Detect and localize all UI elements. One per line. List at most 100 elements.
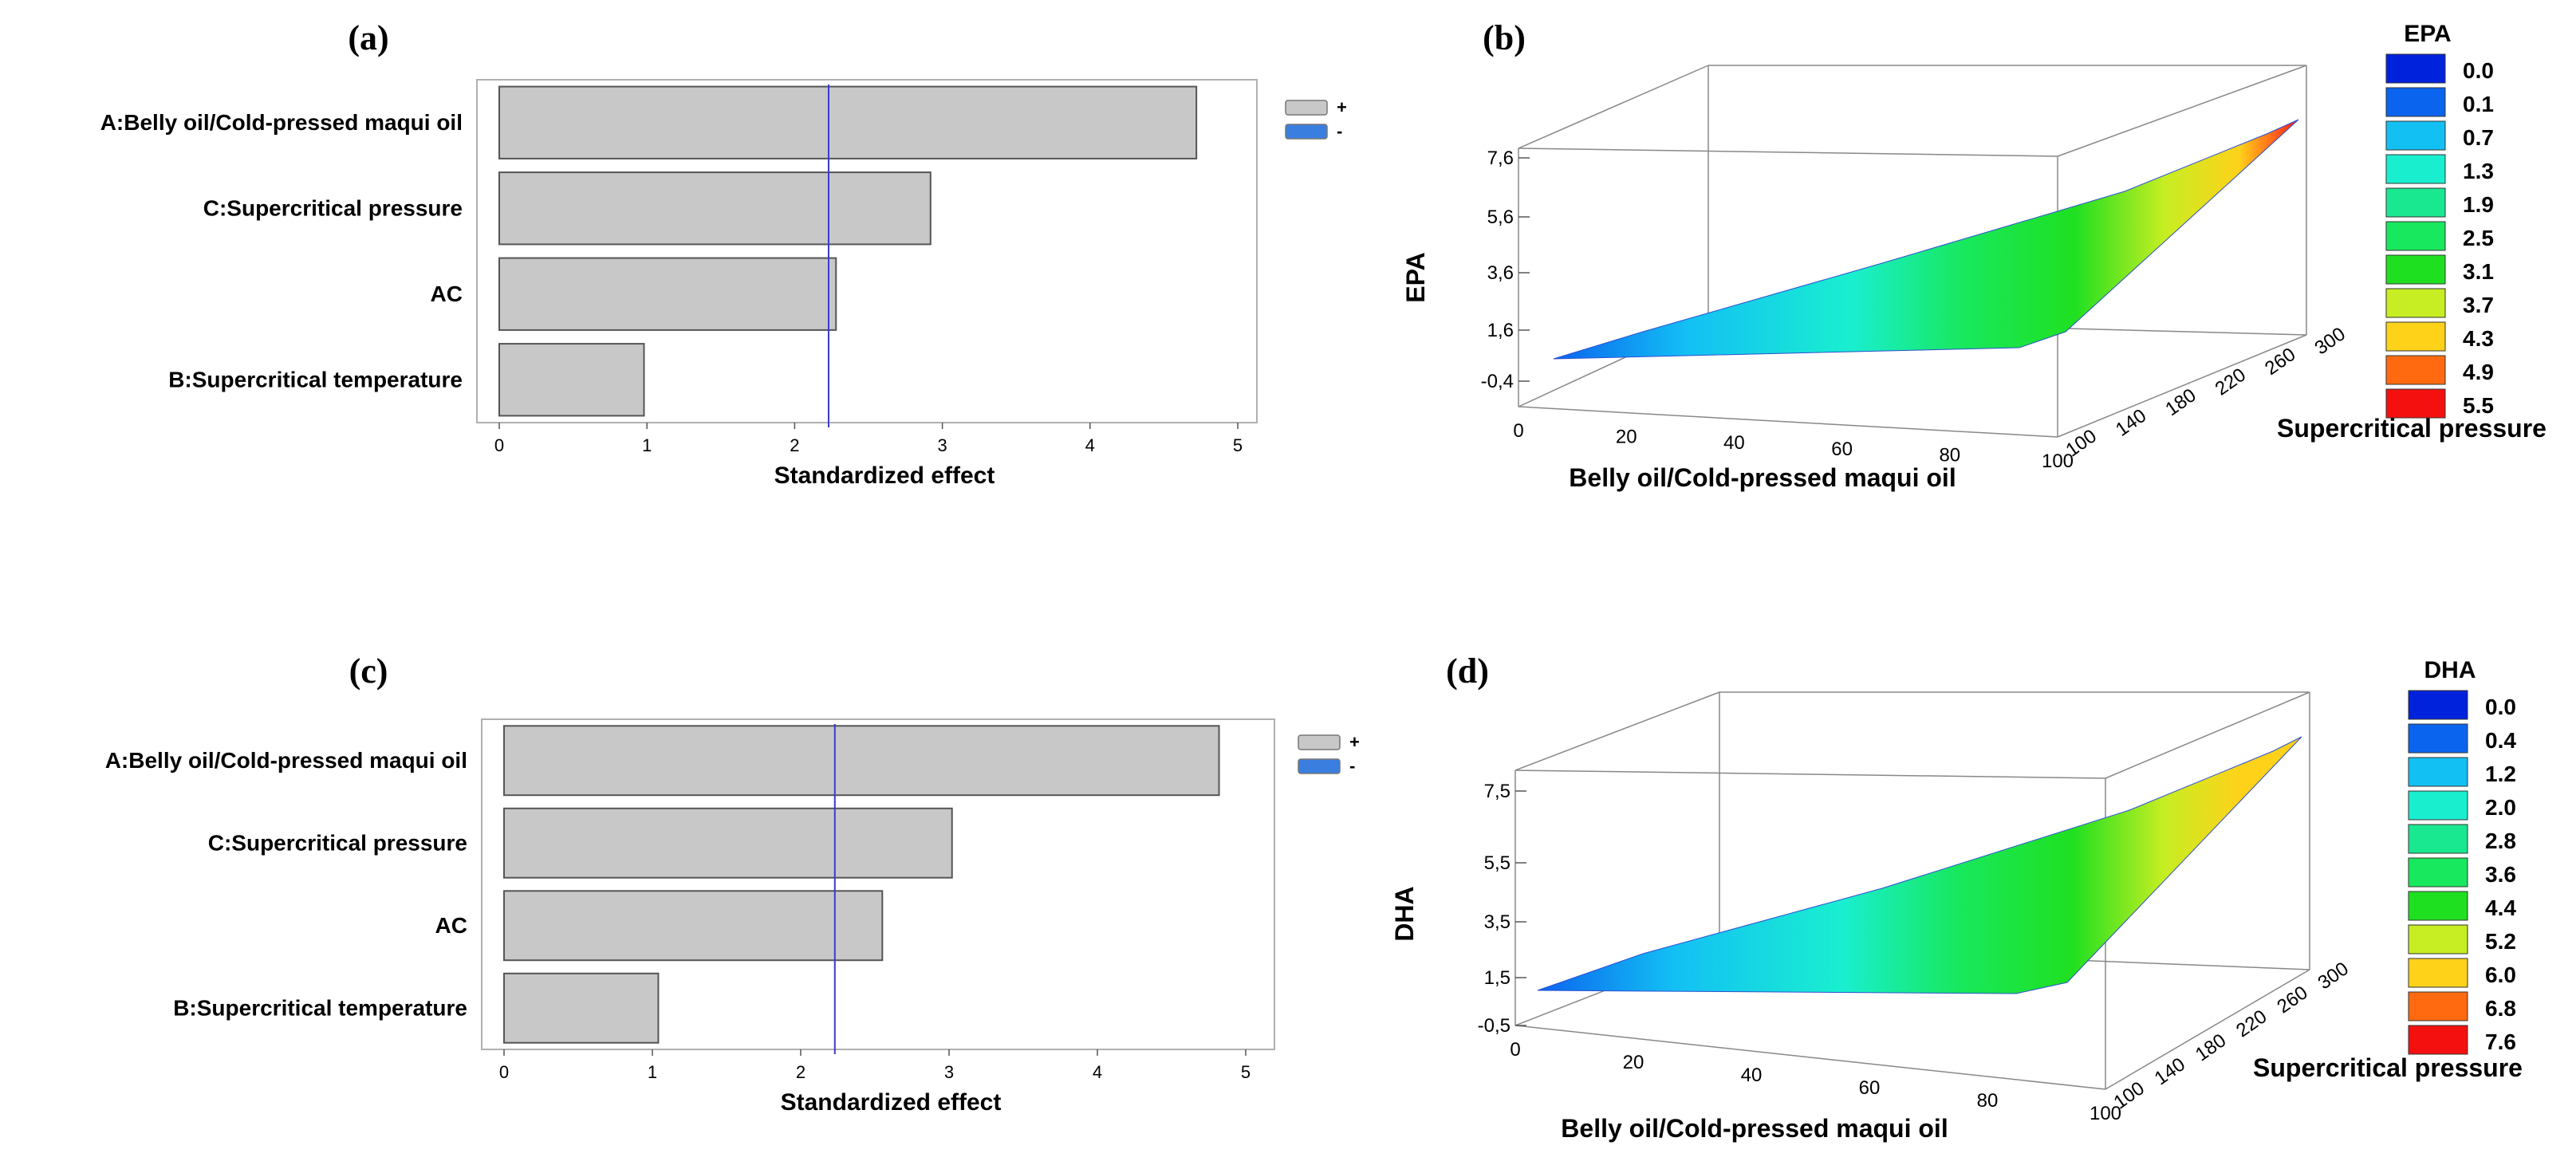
colorbar-label: 3.6 xyxy=(2485,862,2516,887)
x-tick-label: 1 xyxy=(642,435,652,455)
colorbar-swatch xyxy=(2385,154,2446,184)
x-tick-label: 60 xyxy=(1831,439,1853,460)
legend-swatch xyxy=(1298,734,1341,750)
colorbar-label: 0.1 xyxy=(2463,92,2494,116)
box-edge xyxy=(1518,148,2058,157)
effect-bar xyxy=(498,171,932,246)
colorbar-title: DHA xyxy=(2424,657,2476,683)
legend-label: - xyxy=(1337,121,1342,141)
colorbar-label: 7.6 xyxy=(2485,1029,2516,1054)
colorbar-swatch xyxy=(2385,221,2446,251)
x-tick-label: 4 xyxy=(1093,1062,1102,1082)
colorbar-label: 3.7 xyxy=(2463,293,2494,317)
z-tick-label: -0,5 xyxy=(1478,1015,1511,1037)
category-label: B:Supercritical temperature xyxy=(173,995,467,1020)
x-tick-label: 20 xyxy=(1616,427,1637,448)
colorbar-swatch xyxy=(2408,790,2468,821)
colorbar-label: 2.0 xyxy=(2485,795,2516,820)
colorbar-swatch xyxy=(2408,1025,2468,1055)
x-axis-title: Standardized effect xyxy=(774,462,995,489)
x-tick-label: 80 xyxy=(1939,444,1960,466)
y-tick-label: 300 xyxy=(2314,958,2353,994)
category-label: C:Supercritical pressure xyxy=(208,830,467,855)
surface-chart-d: (d) -0,5 1,5 3,5 5,5 7,5 DHA 0 20 40 60 80 100 Belly … xyxy=(1390,651,2523,1143)
z-tick-label: 1,6 xyxy=(1487,320,1514,341)
category-label: AC xyxy=(435,913,467,938)
category-label: AC xyxy=(431,281,463,306)
x-tick-label: 20 xyxy=(1623,1052,1644,1073)
colorbar-label: 4.9 xyxy=(2463,360,2494,384)
response-surface xyxy=(1553,119,2299,360)
colorbar-swatch xyxy=(2385,87,2446,117)
z-tick-label: 1,5 xyxy=(1484,967,1511,989)
colorbar-label: 5.5 xyxy=(2463,393,2494,418)
colorbar-label: 1.3 xyxy=(2463,159,2494,183)
colorbar-swatch xyxy=(2385,321,2446,352)
x-axis-title: Belly oil/Cold-pressed maqui oil xyxy=(1561,1114,1948,1143)
colorbar-label: 0.0 xyxy=(2463,58,2494,83)
effect-bar xyxy=(498,257,837,331)
colorbar-swatch xyxy=(2385,187,2446,218)
colorbar-swatch xyxy=(2408,857,2468,888)
box-edge xyxy=(2105,969,2310,1090)
pareto-chart-a: (a) A:Belly oil/Cold-pressed maqui oil C:S… xyxy=(100,18,1347,489)
colorbar-swatch xyxy=(2408,723,2468,754)
colorbar-label: 5.2 xyxy=(2485,929,2516,954)
z-axis-title: DHA xyxy=(1390,886,1419,941)
effect-bar xyxy=(503,972,660,1044)
panel-label: (d) xyxy=(1446,651,1489,691)
legend-label: - xyxy=(1349,756,1355,776)
box-edge xyxy=(1514,769,2106,779)
effect-bar xyxy=(503,725,1220,797)
box-edge xyxy=(2057,65,2307,157)
category-label: A:Belly oil/Cold-pressed maqui oil xyxy=(100,110,463,135)
colorbar-label: 6.8 xyxy=(2485,996,2516,1021)
colorbar-label: 0.7 xyxy=(2463,125,2494,150)
x-tick-label: 3 xyxy=(944,1062,954,1082)
colorbar-swatch xyxy=(2408,924,2468,954)
x-axis-title: Belly oil/Cold-pressed maqui oil xyxy=(1569,463,1956,492)
colorbar-swatch xyxy=(2385,254,2446,285)
box-edge xyxy=(1518,406,2058,438)
colorbar-label: 3.1 xyxy=(2463,259,2494,284)
effect-bar xyxy=(498,85,1198,159)
panel-label: (a) xyxy=(348,18,388,57)
x-tick-label: 0 xyxy=(1513,420,1523,442)
x-tick-label: 5 xyxy=(1241,1062,1251,1082)
panel-label: (b) xyxy=(1483,18,1526,57)
legend-label: + xyxy=(1349,732,1360,752)
colorbar-swatch xyxy=(2385,288,2446,318)
x-tick-label: 40 xyxy=(1741,1065,1763,1086)
z-axis-title: EPA xyxy=(1401,252,1430,302)
colorbar-swatch xyxy=(2408,690,2468,720)
legend-label: + xyxy=(1337,97,1347,117)
panel-label: (c) xyxy=(349,651,388,691)
response-surface xyxy=(1537,736,2302,994)
surface-chart-b: (b) -0,4 1,6 3,6 5,6 7,6 EPA 0 20 40 60 80 100 Belly … xyxy=(1401,18,2546,492)
x-tick-label: 0 xyxy=(499,1062,509,1082)
y-tick-label: 220 xyxy=(2212,364,2250,400)
colorbar-label: 4.3 xyxy=(2463,326,2494,351)
y-tick-label: 260 xyxy=(2261,344,2299,380)
legend-swatch xyxy=(1285,100,1328,116)
colorbar-swatch xyxy=(2385,120,2446,151)
colorbar-swatch xyxy=(2408,824,2468,854)
effect-bar xyxy=(503,807,953,879)
box-edge xyxy=(1514,691,1720,771)
x-tick-label: 100 xyxy=(2042,451,2074,472)
y-tick-label: 180 xyxy=(2161,384,2200,420)
x-tick-label: 4 xyxy=(1085,435,1095,455)
z-tick-label: 5,6 xyxy=(1487,207,1514,228)
x-tick-label: 100 xyxy=(2090,1103,2121,1124)
y-axis-title: Supercritical pressure xyxy=(2277,414,2546,443)
x-tick-label: 60 xyxy=(1859,1077,1881,1099)
colorbar-swatch xyxy=(2385,355,2446,385)
z-tick-label: 7,6 xyxy=(1487,148,1514,169)
box-edge xyxy=(2105,691,2310,779)
colorbar-title: EPA xyxy=(2404,21,2451,47)
colorbar-label: 0.4 xyxy=(2485,728,2516,753)
colorbar-swatch xyxy=(2408,891,2468,921)
legend-swatch xyxy=(1298,758,1341,774)
x-axis-title: Standardized effect xyxy=(781,1089,1002,1116)
category-label: B:Supercritical temperature xyxy=(168,367,463,392)
